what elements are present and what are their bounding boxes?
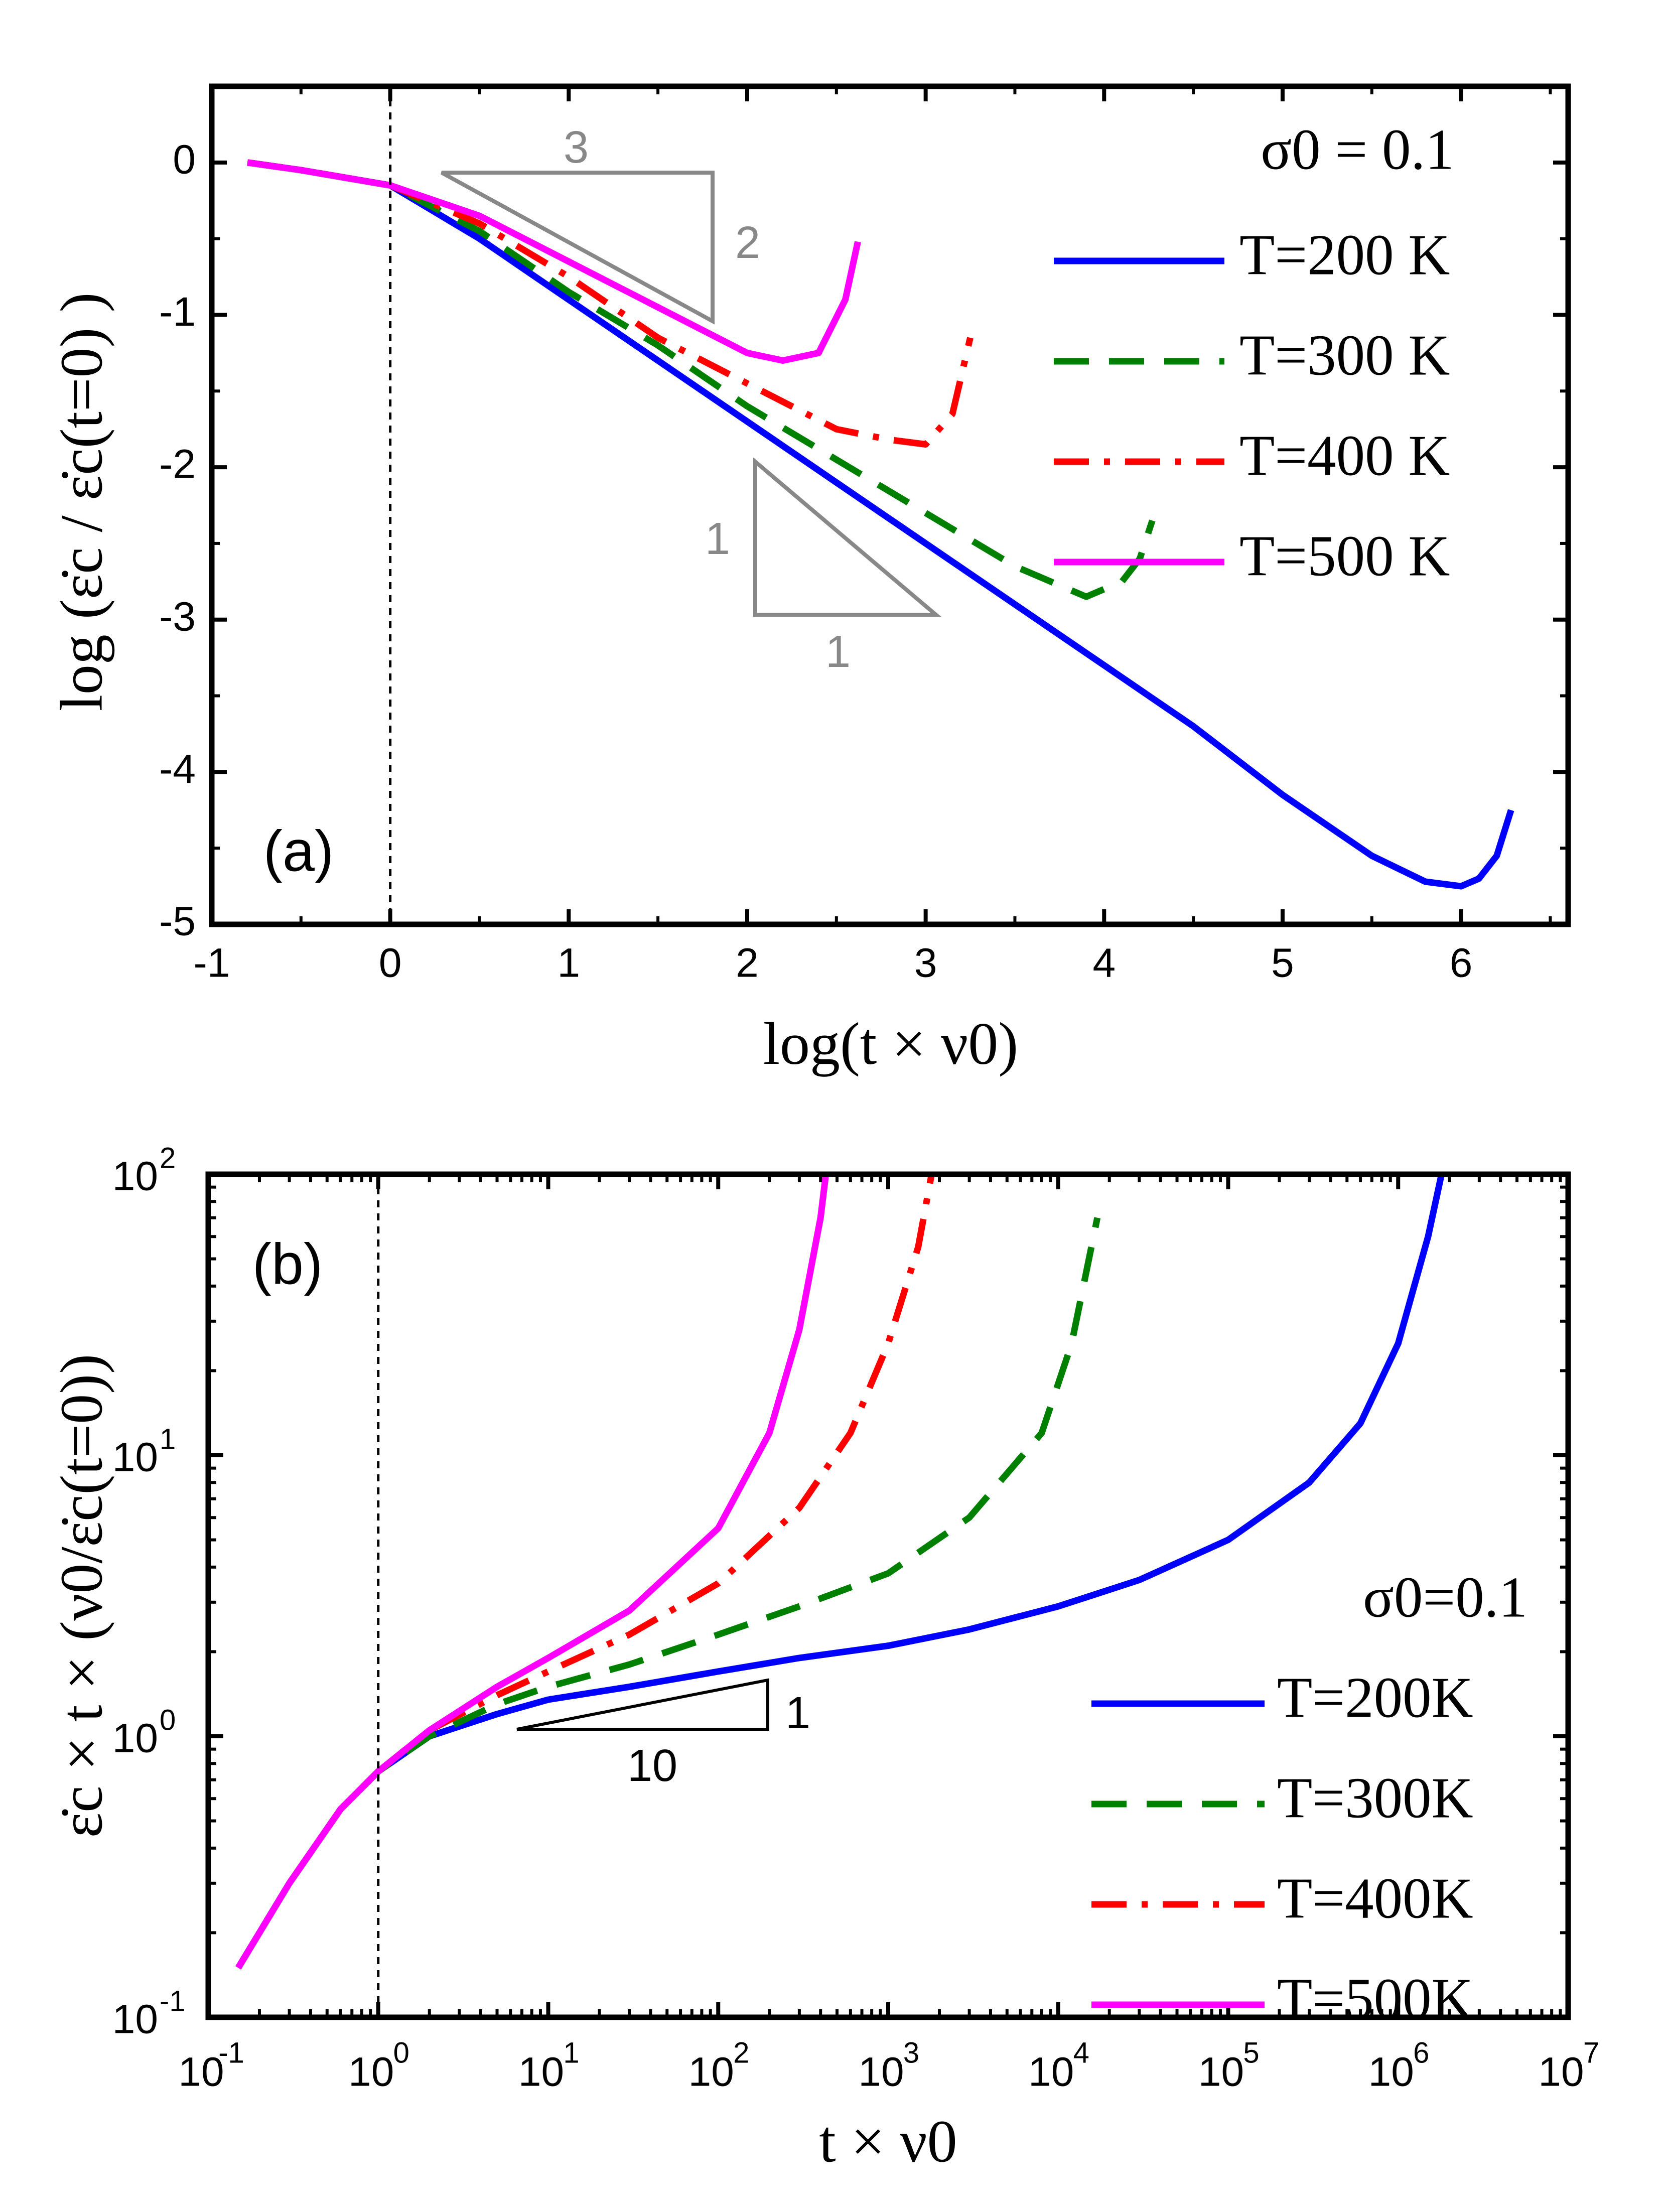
y-tick-label: -4 xyxy=(159,746,196,792)
y-tick-label: -1 xyxy=(159,289,196,335)
panel-label: (a) xyxy=(263,819,334,883)
x-tick-label: 0 xyxy=(379,940,402,986)
y-tick-label: 10 xyxy=(112,1435,158,1480)
y-tick-label: 0 xyxy=(173,136,196,182)
legend-label: T=400 K xyxy=(1239,424,1450,487)
plot-frame xyxy=(209,83,1571,927)
slope-triangle-1-1 xyxy=(753,457,941,617)
legend-label: T=200K xyxy=(1277,1666,1473,1729)
legend-title: σ0 = 0.1 xyxy=(1261,117,1454,181)
slope-rise-label: 2 xyxy=(735,218,760,268)
x-tick-exponent: 2 xyxy=(733,2036,749,2069)
legend-label: T=200 K xyxy=(1239,223,1450,287)
series-group xyxy=(247,159,1514,890)
slope-triangle-3-2 xyxy=(441,171,715,325)
x-axis-label: t × ν0 xyxy=(819,2108,957,2175)
x-tick-label: 5 xyxy=(1271,940,1294,986)
series-line-t300k xyxy=(235,1217,1101,1970)
x-tick-exponent: 0 xyxy=(393,2036,409,2069)
x-tick-label: 10 xyxy=(518,2049,564,2095)
x-tick-exponent: 5 xyxy=(1243,2036,1259,2069)
x-tick-exponent: 7 xyxy=(1583,2036,1599,2069)
y-axis-label: ε̇c × t × (ν0/ε̇c(t=0)) xyxy=(48,1354,115,1838)
series-line-t500k xyxy=(247,159,861,364)
legend-title: σ0=0.1 xyxy=(1363,1565,1528,1629)
y-axis-label: log (ε̇c / ε̇c(t=0) ) xyxy=(48,293,115,712)
panel-label: (b) xyxy=(252,1232,323,1296)
series-line-t400k xyxy=(247,159,974,448)
series-group xyxy=(235,1174,1445,1970)
x-tick-label: 10 xyxy=(1198,2049,1244,2095)
series-line-t400k xyxy=(287,1174,935,1885)
legend-label: T=300K xyxy=(1277,1766,1473,1830)
y-tick-exponent: 1 xyxy=(160,1423,176,1455)
slope-rise-label: 1 xyxy=(785,1688,810,1738)
y-tick-label: -5 xyxy=(159,899,196,944)
x-tick-label: 10 xyxy=(688,2049,734,2095)
x-tick-label: 10 xyxy=(858,2049,904,2095)
x-tick-label: 10 xyxy=(1538,2049,1584,2095)
x-tick-label: 10 xyxy=(348,2049,394,2095)
y-tick-label: 10 xyxy=(112,1997,158,2042)
x-tick-label: 4 xyxy=(1092,940,1116,986)
x-tick-label: 10 xyxy=(178,2049,224,2095)
x-tick-label: 2 xyxy=(736,940,759,986)
x-tick-exponent: 1 xyxy=(563,2036,579,2069)
slope-run-label: 10 xyxy=(627,1741,677,1791)
series-line-t500k xyxy=(235,1174,829,1970)
slope-rise-label: 1 xyxy=(705,514,730,564)
slope-triangle-10-1 xyxy=(516,1678,769,1731)
legend-label: T=300 K xyxy=(1239,323,1450,387)
x-tick-label: 6 xyxy=(1450,940,1473,986)
x-tick-label: 10 xyxy=(1368,2049,1414,2095)
y-tick-label: -2 xyxy=(159,442,196,487)
x-tick-label: -1 xyxy=(194,940,230,986)
panel-a: -1 0 1 2 3 4 5 6 0 -1 -2 -3 -4 -5 log(t × ν0) log (ε̇c … xyxy=(48,83,1571,1077)
y-tick-label: 10 xyxy=(112,1154,158,1199)
series-line-t200k xyxy=(235,1174,1445,1970)
x-tick-exponent: 3 xyxy=(903,2036,919,2069)
legend-label: T=400K xyxy=(1277,1866,1473,1930)
series-line-t300k xyxy=(247,159,1156,600)
legend-label: T=500K xyxy=(1277,1967,1473,2030)
y-tick-exponent: 2 xyxy=(160,1142,176,1174)
series-line-t200k xyxy=(247,159,1514,890)
y-tick-exponent: -1 xyxy=(160,1985,186,2017)
x-tick-exponent: -1 xyxy=(218,2036,244,2069)
x-tick-label: 1 xyxy=(558,940,581,986)
slope-run-label: 1 xyxy=(825,627,851,677)
x-axis-label: log(t × ν0) xyxy=(763,1010,1019,1077)
x-tick-exponent: 6 xyxy=(1413,2036,1429,2069)
x-tick-exponent: 4 xyxy=(1073,2036,1089,2069)
y-tick-label: 10 xyxy=(112,1716,158,1761)
legend-label: T=500 K xyxy=(1239,524,1450,588)
x-tick-label: 3 xyxy=(914,940,937,986)
y-tick-label: -3 xyxy=(159,594,196,639)
y-tick-exponent: 0 xyxy=(160,1704,176,1736)
slope-run-label: 3 xyxy=(564,122,589,173)
x-tick-label: 10 xyxy=(1028,2049,1074,2095)
